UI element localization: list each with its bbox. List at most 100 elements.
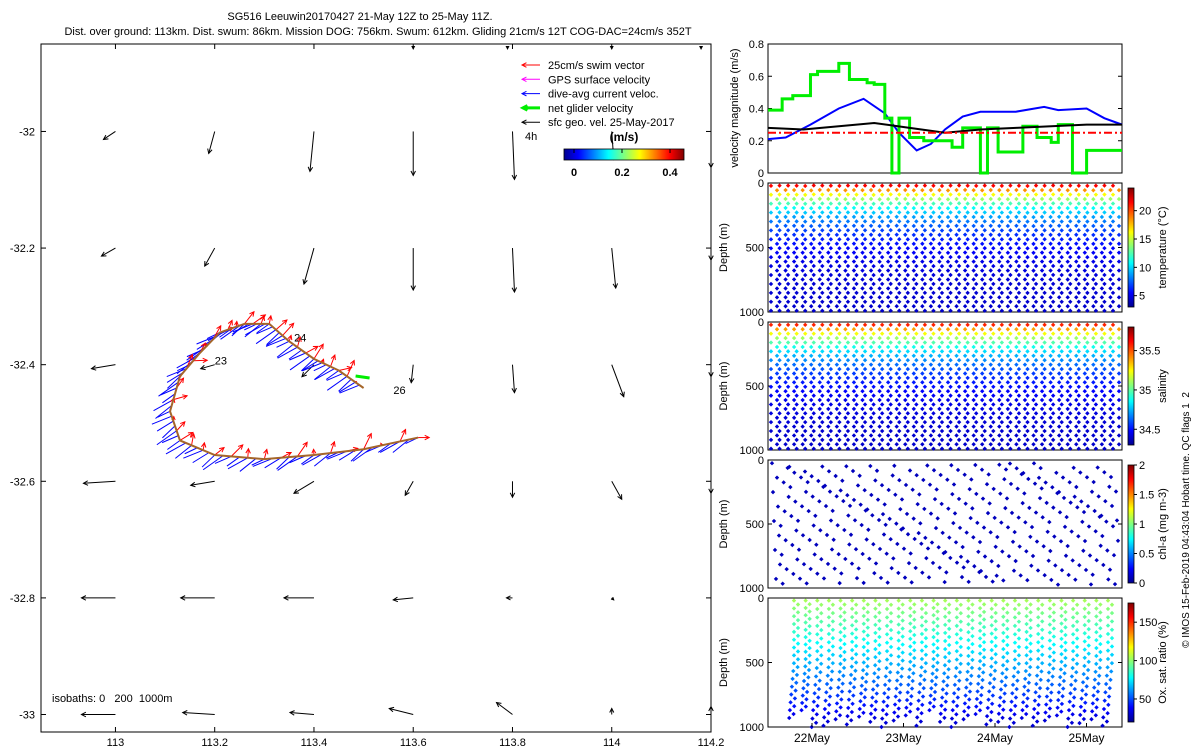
profile-point — [984, 481, 990, 487]
dive-avg-current-vector — [302, 362, 323, 372]
profile-point — [957, 525, 963, 531]
profile-point — [1016, 308, 1022, 313]
profile-point — [920, 406, 925, 412]
profile-point — [885, 268, 891, 273]
profile-point — [1108, 474, 1114, 480]
profile-point — [1098, 618, 1103, 623]
profile-point — [899, 674, 904, 679]
profile-point — [1065, 223, 1070, 229]
profile-point — [862, 428, 868, 434]
profile-point — [811, 272, 816, 278]
profile-point — [826, 277, 831, 282]
profile-point — [1096, 681, 1101, 686]
profile-point — [980, 371, 985, 376]
profile-point — [903, 344, 908, 350]
profile-point — [1005, 424, 1011, 429]
profile-point — [948, 555, 953, 561]
profile-point — [774, 250, 780, 255]
profile-point — [1110, 228, 1116, 233]
profile-point — [1059, 183, 1064, 189]
profile-point — [894, 277, 899, 282]
dive-avg-current-vector — [153, 399, 174, 412]
profile-point — [843, 397, 848, 403]
profile-point — [803, 634, 808, 640]
profile-point — [1076, 534, 1081, 539]
profile-point — [989, 559, 994, 564]
profile-point — [1039, 371, 1045, 376]
profile-point — [885, 388, 891, 394]
profile-point — [920, 415, 925, 420]
profile-point — [884, 632, 890, 637]
profile-point — [1058, 539, 1064, 544]
geo-vector-arrow-head — [307, 166, 314, 173]
profile-point — [828, 366, 834, 372]
profile-point — [851, 388, 857, 394]
swim-vector-arrow — [305, 345, 319, 354]
profile-point — [1094, 614, 1099, 619]
profile-point — [1077, 720, 1082, 726]
profile-point — [783, 415, 788, 420]
profile-point — [873, 478, 878, 483]
profile-point — [937, 196, 942, 202]
profile-point — [958, 554, 964, 559]
profile-point — [962, 442, 968, 447]
profile-point — [811, 201, 816, 206]
profile-point — [1082, 371, 1087, 376]
profile-point — [1091, 259, 1096, 264]
profile-point — [885, 353, 891, 358]
profile-point — [939, 428, 945, 434]
profile-point — [1030, 723, 1035, 728]
profile-point — [859, 522, 864, 528]
profile-point — [774, 205, 780, 211]
profile-point — [860, 223, 865, 229]
profile-point — [1025, 201, 1030, 206]
profile-point — [911, 663, 917, 668]
profile-point — [1109, 610, 1115, 616]
profile-point — [1024, 598, 1029, 603]
profile-point — [909, 580, 914, 585]
profile-point — [794, 183, 799, 188]
profile-point — [954, 362, 959, 367]
profile-point — [777, 331, 782, 336]
profile-point — [920, 433, 925, 438]
profile-point — [1074, 205, 1079, 211]
profile-point — [791, 424, 797, 429]
profile-point — [1005, 188, 1011, 193]
profile-point — [851, 196, 857, 202]
profile-point — [774, 362, 780, 367]
profile-point — [1031, 327, 1036, 332]
dive-avg-current-vector — [220, 324, 241, 340]
profile-point — [851, 442, 857, 447]
profile-point — [768, 411, 774, 416]
profile-point — [951, 699, 956, 704]
profile-point — [877, 295, 882, 300]
profile-point — [785, 331, 791, 336]
profile-point — [1076, 340, 1081, 345]
profile-point — [1099, 268, 1105, 273]
profile-point — [1091, 388, 1096, 394]
profile-point — [942, 630, 948, 636]
profile-point — [1050, 322, 1056, 328]
geo-vector-arrow-shaft — [511, 364, 515, 393]
swim-vector-arrow-head — [267, 314, 273, 321]
profile-point — [1110, 192, 1116, 197]
profile-point — [952, 682, 958, 688]
profile-point — [1091, 286, 1096, 291]
profile-point — [936, 545, 941, 550]
profile-point — [877, 371, 882, 376]
dive-avg-current-vector — [227, 457, 249, 470]
profile-point — [982, 428, 987, 434]
profile-point — [939, 340, 945, 345]
profile-point — [811, 428, 816, 434]
profile-point — [1116, 187, 1122, 193]
profile-point — [786, 494, 791, 500]
geo-vector-arrow-head — [408, 377, 415, 384]
profile-point — [1091, 205, 1096, 211]
profile-point — [905, 219, 910, 224]
profile-point — [1065, 304, 1070, 309]
profile-point — [993, 643, 998, 649]
geo-vector-arrow — [307, 131, 315, 173]
profile-point — [899, 497, 905, 502]
profile-point — [866, 527, 871, 532]
profile-point — [1042, 237, 1047, 242]
